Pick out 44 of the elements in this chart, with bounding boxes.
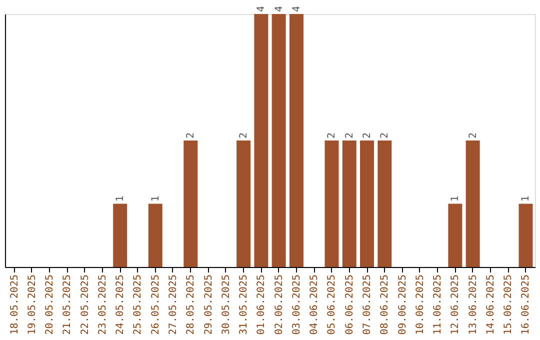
x-tick-label: 14.06.2025 [485, 274, 496, 335]
x-tick-label: 25.05.2025 [132, 274, 144, 335]
x-tick-label: 31.05.2025 [238, 274, 250, 335]
data-label: 1 [115, 196, 126, 202]
x-tick-label: 21.05.2025 [62, 274, 74, 335]
x-tick-label: 20.05.2025 [44, 274, 56, 335]
x-tick-label: 26.05.2025 [150, 274, 162, 335]
data-label: 4 [291, 6, 302, 12]
x-tick-label: 09.06.2025 [397, 274, 408, 335]
data-label: 2 [326, 132, 338, 138]
x-tick-label: 13.06.2025 [468, 274, 479, 335]
x-tick-label: 18.05.2025 [9, 274, 20, 335]
data-label: 2 [468, 132, 479, 138]
x-tick-label: 30.05.2025 [220, 274, 232, 335]
data-label: 4 [256, 6, 268, 12]
data-label: 4 [274, 6, 285, 12]
x-tick-label: 29.05.2025 [203, 274, 214, 335]
data-label: 1 [520, 196, 532, 202]
data-label: 1 [450, 196, 462, 202]
x-tick-label: 19.05.2025 [26, 274, 38, 335]
x-tick-label: 08.06.2025 [380, 274, 391, 335]
x-tick-label: 05.06.2025 [326, 274, 338, 335]
x-tick-label: 02.06.2025 [274, 274, 285, 335]
x-tick-label: 23.05.2025 [97, 274, 108, 335]
x-tick-label: 03.06.2025 [291, 274, 302, 335]
x-tick-label: 22.05.2025 [80, 274, 91, 335]
x-tick-label: 12.06.2025 [450, 274, 462, 335]
x-tick-label: 27.05.2025 [168, 274, 179, 335]
x-tick-label: 28.05.2025 [186, 274, 197, 335]
x-tick-label: 04.06.2025 [309, 274, 320, 335]
data-label: 2 [362, 132, 374, 138]
x-tick-label: 15.06.2025 [503, 274, 514, 335]
x-tick-label: 01.06.2025 [256, 274, 268, 335]
data-label: 1 [150, 196, 162, 202]
x-tick-label: 16.06.2025 [520, 274, 532, 335]
x-tick-label: 10.06.2025 [414, 274, 426, 335]
x-tick-label: 06.06.2025 [344, 274, 356, 335]
data-label: 2 [238, 132, 250, 138]
data-label: 2 [344, 132, 356, 138]
x-tick-label: 07.06.2025 [362, 274, 374, 335]
data-label: 2 [380, 132, 391, 138]
data-label: 2 [186, 132, 197, 138]
x-tick-label: 24.05.2025 [115, 274, 126, 335]
x-tick-label: 11.06.2025 [432, 274, 444, 335]
